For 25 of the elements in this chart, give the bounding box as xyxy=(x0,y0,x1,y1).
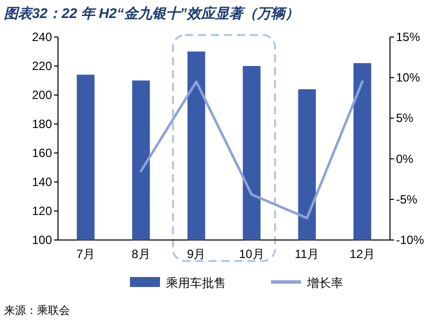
y-tick-label: 140 xyxy=(32,175,52,189)
source-note: 来源：乘联会 xyxy=(4,304,70,317)
chart-title: 图表32：22 年 H2“金九银十”效应显著（万辆） xyxy=(4,5,299,21)
x-tick-label: 12月 xyxy=(350,247,376,261)
y2-tick-label: 5% xyxy=(396,111,414,126)
x-tick-label: 8月 xyxy=(132,247,150,261)
legend-label: 乘用车批售 xyxy=(166,276,226,290)
y2-tick-label: -10% xyxy=(396,233,424,247)
y2-tick-label: 0% xyxy=(396,152,414,166)
y-tick-label: 240 xyxy=(32,30,52,44)
y-tick-label: 100 xyxy=(32,233,52,247)
line-series xyxy=(140,80,364,220)
y-tick-label: 220 xyxy=(32,59,52,73)
y2-tick-label: 15% xyxy=(396,30,420,44)
y-tick-label: 180 xyxy=(32,117,52,131)
legend-label: 增长率 xyxy=(306,276,343,290)
y2-tick-label: 10% xyxy=(396,70,420,85)
x-tick-label: 10月 xyxy=(238,247,264,261)
x-tick-label: 11月 xyxy=(294,247,320,261)
y2-tick-label: -5% xyxy=(396,192,418,206)
x-tick-label: 9月 xyxy=(186,247,206,261)
y-tick-label: 200 xyxy=(32,88,52,102)
y-tick-label: 160 xyxy=(32,146,52,160)
x-tick-label: 7月 xyxy=(76,247,96,261)
y-tick-label: 120 xyxy=(32,204,52,218)
